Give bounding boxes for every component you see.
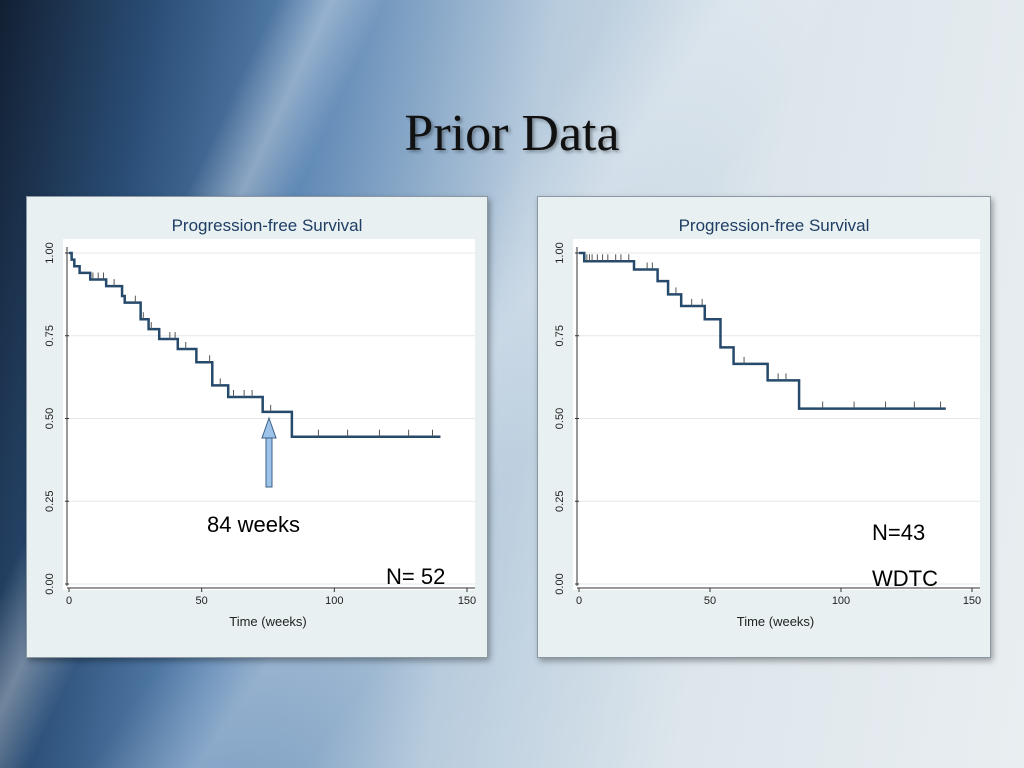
x-tick-label: 150: [963, 595, 981, 607]
annotation-left-sample-size: N= 52: [386, 564, 446, 589]
chart-title: Progression-free Survival: [679, 216, 870, 235]
annotation-84-weeks: 84 weeks: [207, 512, 300, 537]
chart-title: Progression-free Survival: [172, 216, 363, 235]
slide-title: Prior Data: [404, 105, 620, 162]
x-tick-label: 100: [325, 595, 343, 607]
x-tick-label: 100: [832, 595, 850, 607]
right-survival-chart: Progression-free Survival 0.00 0.25 0.50 0.7…: [554, 216, 981, 629]
plot-area: [573, 239, 980, 590]
x-tick-label: 0: [576, 595, 582, 607]
y-tick-label: 0.50: [44, 408, 56, 429]
survival-step-line: [579, 251, 946, 410]
y-tick-label: 0.75: [554, 325, 566, 346]
left-chart-panel: Progression-free Survival 0.00 0.25 0.50 0.7…: [26, 196, 488, 658]
y-tick-label: 0.75: [44, 325, 56, 346]
x-axis-title: Time (weeks): [229, 614, 307, 629]
x-tick-label: 50: [196, 595, 208, 607]
left-survival-chart: Progression-free Survival 0.00 0.25 0.50 0.7…: [44, 216, 476, 629]
x-axis-title: Time (weeks): [737, 614, 815, 629]
y-tick-label: 1.00: [44, 242, 56, 263]
plot-area: [63, 239, 475, 590]
y-tick-label: 0.00: [44, 573, 56, 594]
x-tick-label: 150: [458, 595, 476, 607]
annotation-right-type: WDTC: [872, 566, 938, 591]
y-tick-label: 0.25: [554, 491, 566, 512]
y-tick-label: 0.00: [554, 573, 566, 594]
arrow-84-weeks-icon: [261, 416, 277, 488]
x-tick-label: 0: [66, 595, 72, 607]
y-tick-label: 1.00: [554, 242, 566, 263]
right-chart-panel: Progression-free Survival 0.00 0.25 0.50 0.7…: [537, 196, 991, 658]
annotation-right-sample-size: N=43: [872, 520, 926, 545]
y-tick-label: 0.25: [44, 491, 56, 512]
x-tick-label: 50: [704, 595, 716, 607]
survival-step-line: [69, 251, 441, 438]
y-tick-label: 0.50: [554, 408, 566, 429]
